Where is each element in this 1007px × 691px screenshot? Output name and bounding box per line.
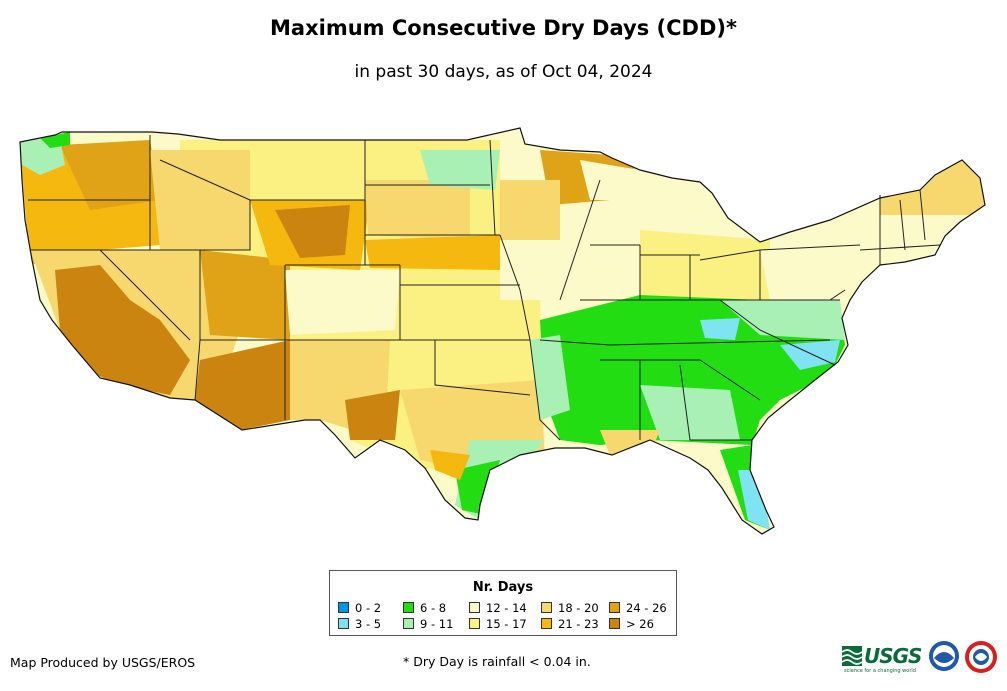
legend-swatch	[469, 602, 480, 613]
legend-item: 15 - 17	[469, 618, 527, 630]
legend-label: 9 - 11	[420, 617, 454, 631]
map-subtitle: in past 30 days, as of Oct 04, 2024	[354, 62, 653, 82]
legend-label: 18 - 20	[558, 601, 599, 615]
legend-label: 0 - 2	[355, 601, 382, 615]
legend-label: 21 - 23	[558, 617, 599, 631]
cdd-color-fill	[20, 128, 985, 534]
legend-item: 21 - 23	[541, 618, 599, 630]
legend-label: 3 - 5	[355, 617, 382, 631]
legend-title: Nr. Days	[472, 580, 534, 595]
legend-item: 0 - 2	[338, 602, 381, 614]
noaa-logo-icon	[929, 641, 959, 671]
legend-swatch	[338, 618, 349, 629]
footnote-text: * Dry Day is rainfall < 0.04 in.	[403, 654, 591, 669]
legend-item: 24 - 26	[609, 602, 667, 614]
legend-item: 9 - 11	[403, 618, 453, 630]
usgs-wave-icon	[842, 646, 862, 666]
legend-item: 3 - 5	[338, 618, 381, 630]
credit-text: Map Produced by USGS/EROS	[10, 655, 196, 670]
legend-label: > 26	[626, 617, 654, 631]
legend-label: 15 - 17	[486, 617, 527, 631]
legend-label: 12 - 14	[486, 601, 527, 615]
usgs-logo: USGS	[842, 643, 922, 669]
legend-swatch	[541, 602, 552, 613]
logos: USGS science for a changing world	[842, 638, 1002, 678]
legend-swatch	[403, 602, 414, 613]
legend-label: 24 - 26	[626, 601, 667, 615]
legend-item: 6 - 8	[403, 602, 446, 614]
state-borders	[28, 135, 941, 441]
map-title: Maximum Consecutive Dry Days (CDD)*	[270, 16, 737, 40]
legend-swatch	[541, 618, 552, 629]
nws-logo-icon	[965, 641, 997, 673]
legend-label: 6 - 8	[420, 601, 447, 615]
legend-swatch	[338, 602, 349, 613]
legend-item: > 26	[609, 618, 654, 630]
legend: Nr. Days 0 - 2 3 - 5 6 - 8 9 - 11 12 - 14 15 …	[329, 570, 677, 636]
legend-swatch	[609, 602, 620, 613]
legend-swatch	[609, 618, 620, 629]
legend-item: 18 - 20	[541, 602, 599, 614]
legend-swatch	[469, 618, 480, 629]
legend-item: 12 - 14	[469, 602, 527, 614]
usgs-tagline: science for a changing world	[844, 668, 916, 674]
legend-swatch	[403, 618, 414, 629]
